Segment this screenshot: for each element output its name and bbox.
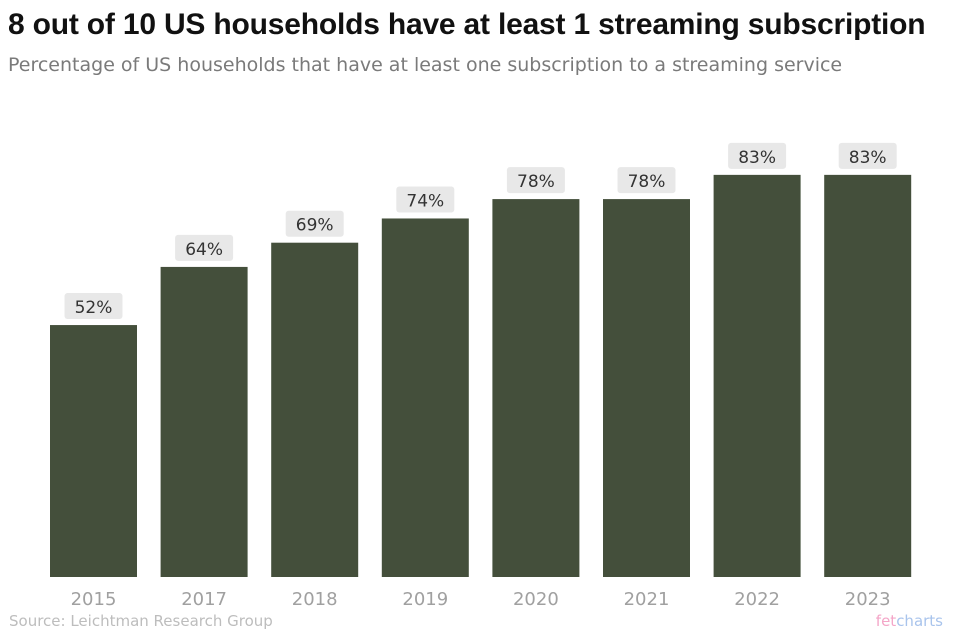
bar-2015 (50, 325, 137, 577)
x-tick-label-2020: 2020 (513, 589, 559, 610)
bar-2017 (160, 266, 248, 577)
bar-2019 (381, 218, 469, 577)
bar-2021 (603, 199, 690, 577)
chart-subtitle: Percentage of US households that have at… (8, 54, 843, 76)
value-label-2023: 83% (849, 148, 887, 168)
value-label-bg-2015 (64, 293, 123, 320)
brand-logo-part2: charts (896, 612, 943, 630)
source-note: Source: Leichtman Research Group (9, 612, 273, 630)
x-tick-label-2023: 2023 (845, 589, 891, 610)
bar-2023 (824, 174, 912, 578)
brand-logo: fetcharts (876, 612, 943, 630)
value-label-bg-2019 (396, 186, 455, 213)
value-label-bg-2017 (175, 234, 234, 261)
value-label-bg-2018 (285, 210, 344, 237)
value-label-2017: 64% (185, 240, 223, 260)
value-label-2021: 78% (628, 172, 666, 192)
bars-group (50, 174, 912, 578)
value-label-bg-2021 (617, 167, 676, 194)
x-tick-label-2017: 2017 (181, 589, 227, 610)
chart-title: 8 out of 10 US households have at least … (8, 8, 926, 41)
bar-2022 (713, 174, 801, 578)
value-label-2022: 83% (738, 148, 776, 168)
x-tick-labels-group: 2015 2017 2018 2019 2020 2021 2022 2023 (71, 589, 891, 610)
x-tick-label-2019: 2019 (402, 589, 448, 610)
bar-2020 (492, 199, 580, 577)
value-label-2018: 69% (296, 216, 334, 236)
value-label-bg-2022 (728, 142, 787, 169)
value-label-2015: 52% (75, 298, 113, 318)
value-labels-group: 52% 64% 69% 74% 78% 78% 83% 83% (64, 142, 897, 320)
bar-2018 (271, 242, 359, 577)
value-label-bg-2023 (838, 142, 897, 169)
value-label-2019: 74% (406, 191, 444, 211)
x-tick-label-2022: 2022 (734, 589, 780, 610)
x-tick-label-2021: 2021 (624, 589, 670, 610)
brand-logo-part1: fet (875, 612, 897, 630)
value-label-bg-2020 (506, 167, 565, 194)
x-tick-label-2015: 2015 (71, 589, 117, 610)
value-label-2020: 78% (517, 172, 555, 192)
x-tick-label-2018: 2018 (292, 589, 338, 610)
